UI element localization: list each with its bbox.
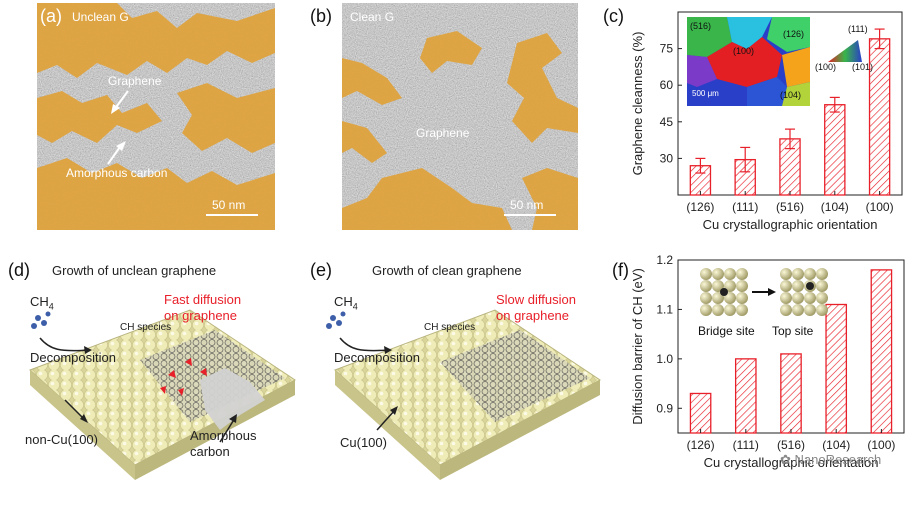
inset-label-100: (100) (733, 46, 755, 56)
bridge-site-label: Bridge site (698, 324, 755, 338)
watermark: ✿ NanoResearch (780, 452, 881, 468)
x-tick-label: (100) (867, 438, 895, 452)
amorphous-carbon-label-d: Amorphous carbon (190, 428, 256, 460)
tem-title-a: Unclean G (72, 10, 129, 24)
y-tick-label: 45 (660, 115, 674, 129)
x-axis-label: Cu crystallographic orientation (703, 217, 878, 232)
panel-tag-d: (d) (8, 260, 30, 280)
bar (734, 358, 757, 434)
adsorption-site-inset (700, 268, 828, 316)
arrow-amorphous-a (107, 141, 126, 165)
inset-label-126: (126) (783, 29, 805, 39)
fast-diffusion-line2: on graphene (164, 308, 238, 323)
schematic-title-e: Growth of clean graphene (372, 263, 522, 278)
y-tick-label: 75 (660, 42, 674, 56)
y-tick-label: 0.9 (656, 401, 673, 415)
substrate-label-d: non-Cu(100) (25, 432, 98, 447)
fast-diffusion-label: Fast diffusion on graphene (164, 292, 241, 324)
schematic-title-d: Growth of unclean graphene (52, 263, 217, 278)
substrate-label-e: Cu(100) (340, 435, 387, 450)
bar (689, 392, 712, 434)
scale-bar-label-a: 50 nm (212, 198, 246, 212)
triangle-label-101: (101) (852, 62, 874, 72)
schematic-unclean-growth (29, 309, 296, 480)
scale-bar-a (206, 214, 258, 216)
ipf-triangle-icon (828, 40, 862, 62)
label-graphene-a: Graphene (108, 74, 162, 88)
arrow-graphene-a (111, 90, 129, 114)
inset-scale-label: 500 μm (692, 89, 719, 98)
ch4-main-e: CH (334, 294, 353, 309)
tem-image-unclean (37, 3, 275, 230)
panel-tag-b: (b) (310, 6, 332, 26)
x-tick-label: (126) (686, 200, 714, 214)
inset-label-104: (104) (780, 90, 802, 100)
watermark-icon: ✿ (780, 452, 795, 467)
y-axis-label: Graphene cleanness (%) (630, 32, 645, 176)
panel-tag-a: (a) (40, 6, 62, 26)
ch4-sub-e: 4 (352, 301, 358, 312)
decomposition-label-e: Decomposition (334, 350, 420, 365)
x-axis-label: Cu crystallographic orientation (704, 455, 879, 470)
ch4-sub-d: 4 (48, 301, 54, 312)
chart-graphene-cleanness: 30 45 60 75 (126) (111) (516) (104) (100) Cu crys… (600, 0, 908, 245)
x-tick-label: (104) (822, 438, 850, 452)
inset-label-516: (516) (690, 21, 712, 31)
ch4-label-d: CH4 (30, 294, 54, 312)
bar (824, 104, 846, 196)
scale-bar-b (504, 214, 556, 216)
ch4-main-d: CH (30, 294, 49, 309)
slow-diffusion-line2: on graphene (496, 308, 570, 323)
ch-species-label-e: CH species (424, 322, 476, 333)
decomposition-label-d: Decomposition (30, 350, 116, 365)
slow-diffusion-label: Slow diffusion on graphene (496, 292, 576, 324)
x-tick-label: (111) (733, 438, 759, 452)
scale-bar-label-b: 50 nm (510, 198, 544, 212)
bar (780, 353, 802, 434)
amorphous-line1: Amorphous (190, 428, 257, 443)
slow-diffusion-line1: Slow diffusion (496, 292, 576, 307)
panel-tag-e: (e) (310, 260, 332, 280)
bar (870, 269, 893, 434)
panel-tag-f: (f) (612, 260, 629, 280)
x-tick-label: (516) (777, 438, 805, 452)
fast-diffusion-line1: Fast diffusion (164, 292, 242, 307)
x-tick-label: (104) (821, 200, 849, 214)
schematic-clean-growth (326, 309, 601, 480)
tem-image-clean (342, 3, 578, 230)
ch-species-label-d: CH species (120, 322, 172, 333)
top-site-label: Top site (772, 324, 814, 338)
triangle-label-100: (100) (815, 62, 837, 72)
watermark-text: NanoResearch (794, 452, 882, 467)
x-tick-label: (111) (732, 200, 758, 214)
panel-tag-c: (c) (603, 6, 624, 26)
y-tick-label: 1.0 (656, 352, 673, 366)
y-tick-label: 1.1 (656, 302, 673, 316)
bar (825, 303, 848, 434)
y-tick-label: 1.2 (656, 253, 673, 267)
amorphous-line2: carbon (190, 444, 230, 459)
x-tick-label: (516) (776, 200, 804, 214)
y-axis-label: Diffusion barrier of CH (eV) (630, 268, 645, 425)
label-amorphous-a: Amorphous carbon (66, 166, 168, 180)
ch4-label-e: CH4 (334, 294, 358, 312)
tem-title-b: Clean G (350, 10, 395, 24)
chart-diffusion-barrier: 0.9 1.0 1.1 1.2 (126) (111) (516) (104) (100) Cu … (610, 250, 908, 503)
label-graphene-b: Graphene (416, 126, 470, 140)
triangle-label-111: (111) (848, 24, 868, 34)
y-tick-label: 30 (660, 151, 674, 165)
ebsd-map-inset: (516) (100) (126) (104) 500 μm (687, 17, 810, 106)
x-tick-label: (126) (687, 438, 715, 452)
y-tick-label: 60 (660, 78, 674, 92)
x-tick-label: (100) (866, 200, 894, 214)
